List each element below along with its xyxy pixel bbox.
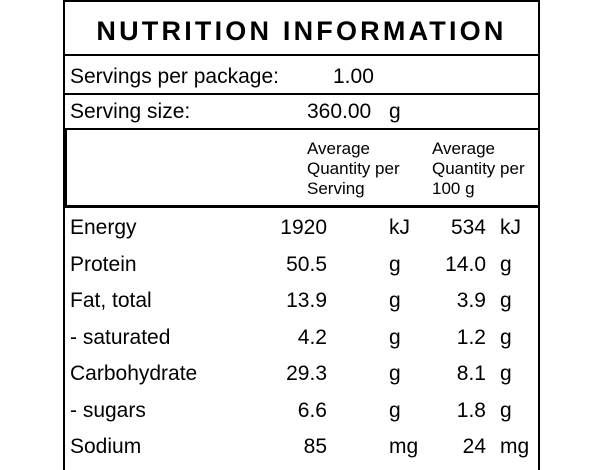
per-100g-unit: g [500, 398, 512, 422]
header-left-edge [65, 130, 67, 206]
per-100g-value: 14.0 [445, 252, 486, 276]
divider [65, 128, 538, 130]
per-serving-unit: mg [389, 435, 419, 458]
nutrition-panel: NUTRITION INFORMATION Servings per packa… [63, 0, 540, 470]
per-100g-unit: g [500, 362, 512, 385]
per-100g-value: 24 [462, 435, 486, 458]
header-divider [65, 205, 538, 208]
per-serving-unit: g [389, 252, 401, 276]
per-100g-unit: g [500, 289, 512, 312]
per-100g-unit: mg [500, 435, 530, 458]
per-serving-value: 4.2 [297, 325, 327, 349]
per-100g-unit: g [500, 252, 512, 276]
nutrient-row: Carbohydrate 29.3 g 8.1 g [65, 356, 538, 392]
nutrient-name: Fat, total [70, 289, 152, 312]
per-100g-value: 534 [450, 216, 486, 239]
per-100g-unit: kJ [500, 216, 521, 239]
panel-title: NUTRITION INFORMATION [96, 16, 507, 46]
header-per-100g: Average Quantity per 100 g [432, 139, 525, 198]
nutrient-row: Sodium 85 mg 24 mg [65, 429, 538, 465]
per-100g-value: 1.2 [456, 325, 486, 349]
per-100g-value: 8.1 [456, 362, 486, 385]
per-serving-unit: g [389, 398, 401, 422]
divider [65, 54, 538, 56]
per-serving-value: 1920 [280, 216, 327, 239]
serving-size-label: Serving size: [70, 100, 191, 123]
per-serving-value: 6.6 [297, 398, 327, 422]
per-serving-value: 50.5 [286, 252, 327, 276]
nutrient-name: Sodium [70, 435, 142, 458]
nutrient-row: Fat, total 13.9 g 3.9 g [65, 283, 538, 319]
per-serving-value: 29.3 [286, 362, 327, 385]
per-serving-value: 85 [303, 435, 327, 458]
header-per-serving: Average Quantity per Serving [307, 139, 400, 198]
divider [65, 93, 538, 95]
servings-value: 1.00 [333, 65, 374, 88]
per-serving-unit: g [389, 362, 401, 385]
per-serving-unit: g [389, 289, 401, 312]
nutrient-row: Energy 1920 kJ 534 kJ [65, 210, 538, 246]
nutrient-row: - sugars 6.6 g 1.8 g [65, 393, 538, 429]
per-serving-value: 13.9 [286, 289, 327, 312]
serving-size-unit: g [389, 100, 401, 123]
nutrient-name: - saturated [70, 325, 171, 349]
nutrient-row: - saturated 4.2 g 1.2 g [65, 320, 538, 356]
nutrient-name: Carbohydrate [70, 362, 198, 385]
servings-label: Servings per package: [70, 65, 279, 88]
per-serving-unit: g [389, 325, 401, 349]
nutrient-name: - sugars [70, 398, 146, 422]
nutrient-row: Protein 50.5 g 14.0 g [65, 247, 538, 283]
nutrient-name: Energy [70, 216, 137, 239]
per-100g-unit: g [500, 325, 512, 349]
per-serving-unit: kJ [389, 216, 410, 239]
per-100g-value: 3.9 [456, 289, 486, 312]
per-100g-value: 1.8 [456, 398, 486, 422]
serving-size-value: 360.00 [307, 100, 372, 123]
nutrient-name: Protein [70, 252, 137, 276]
